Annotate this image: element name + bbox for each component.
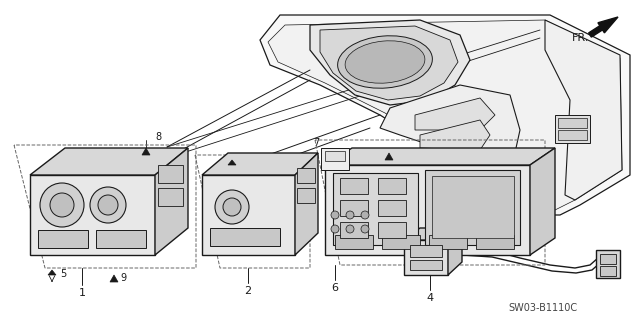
Text: 5: 5	[60, 269, 66, 279]
Polygon shape	[404, 240, 448, 275]
Bar	[410, 245, 442, 257]
Polygon shape	[545, 20, 622, 200]
Text: FR.: FR.	[572, 33, 589, 43]
Bar	[297, 188, 315, 203]
Polygon shape	[48, 270, 56, 275]
Bar	[382, 235, 420, 249]
Bar	[432, 176, 514, 238]
Bar	[210, 228, 280, 246]
Bar	[558, 118, 587, 128]
Polygon shape	[110, 275, 118, 282]
Text: 9: 9	[120, 273, 126, 283]
Bar	[429, 235, 467, 249]
Bar	[600, 254, 616, 264]
Bar	[333, 173, 418, 245]
Circle shape	[50, 193, 74, 217]
Bar	[558, 130, 587, 140]
Text: 8: 8	[395, 148, 401, 158]
Bar	[410, 260, 442, 270]
Polygon shape	[295, 153, 318, 255]
Bar	[555, 115, 590, 143]
Polygon shape	[320, 26, 458, 100]
Circle shape	[361, 211, 369, 219]
Polygon shape	[448, 228, 462, 275]
Text: 6: 6	[332, 283, 339, 293]
Bar	[340, 200, 368, 216]
Polygon shape	[142, 148, 150, 155]
Bar	[38, 230, 88, 248]
Polygon shape	[404, 228, 462, 240]
Ellipse shape	[345, 41, 425, 83]
Polygon shape	[155, 148, 188, 255]
Text: SW03-B1110C: SW03-B1110C	[508, 303, 577, 313]
Bar	[340, 178, 368, 194]
Bar	[335, 235, 373, 249]
Circle shape	[90, 187, 126, 223]
Polygon shape	[30, 148, 188, 175]
Polygon shape	[268, 20, 622, 210]
Bar	[378, 178, 406, 194]
Text: 4: 4	[426, 293, 433, 303]
Circle shape	[346, 211, 354, 219]
Text: 7: 7	[313, 138, 319, 148]
Bar	[378, 200, 406, 216]
Ellipse shape	[338, 36, 433, 88]
Polygon shape	[385, 153, 393, 160]
Text: 1: 1	[79, 288, 86, 298]
Circle shape	[361, 225, 369, 233]
Bar	[325, 151, 345, 161]
Polygon shape	[202, 175, 295, 255]
Circle shape	[98, 195, 118, 215]
Bar	[321, 148, 349, 170]
Circle shape	[223, 198, 241, 216]
Bar	[297, 168, 315, 183]
Polygon shape	[596, 250, 620, 278]
Circle shape	[331, 211, 339, 219]
Bar	[425, 170, 520, 245]
Bar	[378, 222, 406, 238]
Polygon shape	[202, 153, 318, 175]
Bar	[158, 188, 183, 206]
Polygon shape	[260, 15, 630, 215]
Polygon shape	[415, 98, 495, 130]
Text: 5: 5	[239, 158, 245, 168]
Circle shape	[40, 183, 84, 227]
Text: 8: 8	[155, 132, 161, 142]
Text: 2: 2	[244, 286, 252, 296]
Bar	[600, 266, 616, 276]
Polygon shape	[30, 175, 155, 255]
Circle shape	[331, 225, 339, 233]
Bar	[340, 222, 368, 238]
Polygon shape	[310, 20, 470, 105]
Bar	[158, 165, 183, 183]
FancyArrow shape	[589, 17, 618, 37]
Polygon shape	[380, 85, 520, 195]
Polygon shape	[325, 148, 555, 165]
Circle shape	[346, 225, 354, 233]
Polygon shape	[325, 165, 530, 255]
Bar	[476, 235, 514, 249]
Bar	[96, 230, 146, 248]
Circle shape	[215, 190, 249, 224]
Polygon shape	[530, 148, 555, 255]
Polygon shape	[228, 160, 236, 165]
Polygon shape	[420, 120, 490, 150]
